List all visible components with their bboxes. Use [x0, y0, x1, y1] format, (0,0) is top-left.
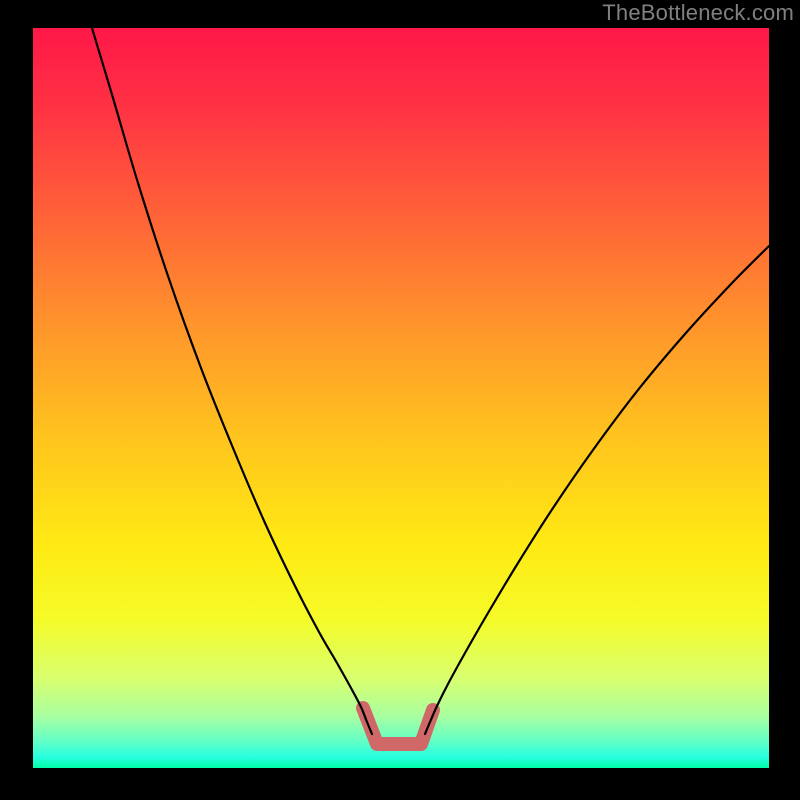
plot-svg — [33, 28, 769, 768]
chart-stage: TheBottleneck.com — [0, 0, 800, 800]
watermark-text: TheBottleneck.com — [602, 0, 794, 26]
plot-background — [33, 28, 769, 768]
plot-area — [33, 28, 769, 768]
